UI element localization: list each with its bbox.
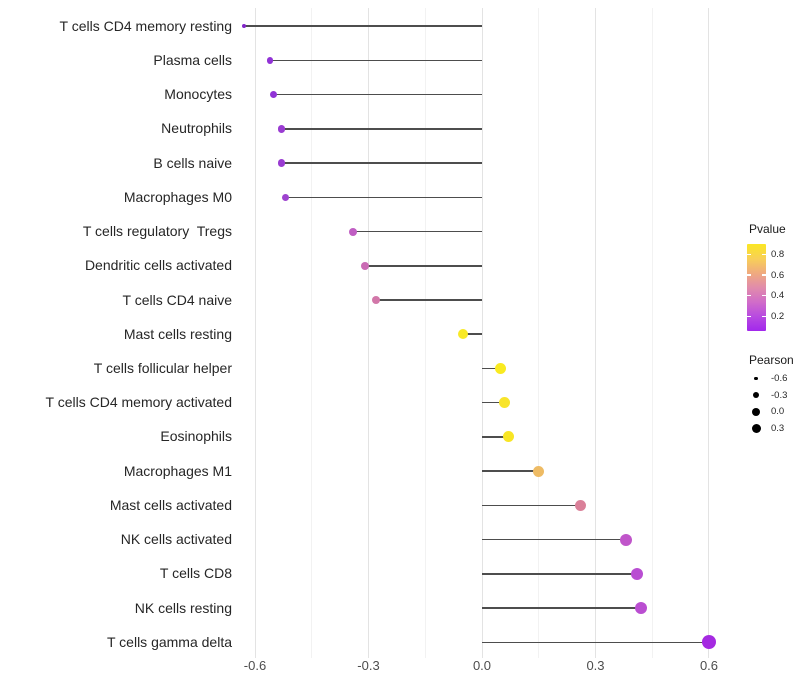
y-axis-label: B cells naive <box>153 154 232 171</box>
lollipop-dot-b-cells-naive <box>277 159 286 167</box>
lollipop-stem <box>482 436 509 438</box>
lollipop-dot-monocytes <box>270 91 278 99</box>
lollipop-stem <box>281 162 482 164</box>
colorbar-tick-mark <box>746 315 751 318</box>
y-axis-label: Plasma cells <box>153 51 232 68</box>
lollipop-stem <box>281 128 482 130</box>
gridline-major <box>481 8 483 658</box>
lollipop-stem <box>482 401 505 404</box>
legend-pearson: Pearson -0.6 -0.3 0.0 0.3 <box>746 353 800 443</box>
x-axis-tick-label: -0.3 <box>357 658 380 673</box>
lollipop-dot-eosinophils <box>502 431 514 443</box>
y-axis-label: T cells CD8 <box>159 565 232 582</box>
y-axis-label: Macrophages M0 <box>123 188 232 205</box>
legend-pearson-title: Pearson <box>749 353 794 367</box>
lollipop-dot-t-cells-cd4-memory-activated <box>499 397 511 409</box>
lollipop-stem <box>376 299 482 301</box>
pvalue-colorbar <box>746 244 766 331</box>
lollipop-stem <box>273 93 482 96</box>
x-axis-tick-label: 0.3 <box>586 658 605 673</box>
lollipop-dot-macrophages-m0 <box>281 193 290 202</box>
lollipop-dot-dendritic-cells-activated <box>360 261 369 270</box>
lollipop-dot-neutrophils <box>277 125 286 133</box>
pearson-size-dot <box>751 423 761 433</box>
gridline-minor <box>424 8 426 658</box>
y-axis-label: Mast cells activated <box>109 496 232 513</box>
lollipop-stem <box>482 538 626 541</box>
legend-pvalue-title: Pvalue <box>749 222 786 236</box>
y-axis-label: Macrophages M1 <box>123 462 232 479</box>
y-axis-label: T cells follicular helper <box>93 359 232 376</box>
gridline-minor <box>311 8 313 658</box>
lollipop-stem <box>270 59 482 62</box>
pearson-size-label: -0.3 <box>771 389 788 401</box>
colorbar-tick-mark <box>746 295 751 297</box>
y-axis-label: Dendritic cells activated <box>84 257 232 274</box>
lollipop-stem <box>463 333 482 335</box>
gridline-minor <box>651 8 653 658</box>
lollipop-dot-nk-cells-activated <box>619 533 632 546</box>
colorbar-tick-mark <box>746 253 751 256</box>
y-axis-label: T cells regulatory Tregs <box>82 223 232 240</box>
y-axis-label: Monocytes <box>164 86 232 103</box>
legend-pvalue: Pvalue 0.8 0.6 0.4 0.2 <box>746 222 800 342</box>
pearson-size-label: 0.0 <box>771 406 785 418</box>
y-axis-label: Mast cells resting <box>123 325 232 342</box>
pearson-size-dot <box>752 407 760 416</box>
lollipop-stem <box>353 230 482 233</box>
lollipop-dot-mast-cells-activated <box>574 499 587 512</box>
colorbar-tick-mark <box>761 274 766 276</box>
x-axis-tick-label: -0.6 <box>243 658 267 673</box>
y-axis-label: T cells CD4 naive <box>122 291 232 308</box>
lollipop-dot-t-cells-cd8 <box>630 567 644 581</box>
y-axis-label: Eosinophils <box>160 428 232 445</box>
pearson-size-label: 0.3 <box>771 422 785 434</box>
lollipop-dot-t-cells-cd4-naive <box>371 295 381 305</box>
y-axis-label: NK cells activated <box>120 531 232 548</box>
x-axis-tick-label: 0.0 <box>472 658 492 673</box>
lollipop-dot-t-cells-cd4-memory-resting <box>241 24 246 29</box>
colorbar-tick-label: 0.4 <box>771 290 785 302</box>
y-axis-label: T cells CD4 memory resting <box>59 17 232 34</box>
gridline-major <box>708 8 710 658</box>
lollipop-stem <box>482 573 638 575</box>
gridline-major <box>368 8 369 658</box>
lollipop-dot-nk-cells-resting <box>634 601 648 615</box>
lollipop-stem <box>482 367 501 370</box>
lollipop-dot-plasma-cells <box>266 57 274 64</box>
pearson-size-label: -0.6 <box>771 372 788 384</box>
y-axis-label: NK cells resting <box>134 599 232 616</box>
lollipop-dot-mast-cells-resting <box>457 328 469 340</box>
lollipop-stem <box>364 265 482 267</box>
gridline-minor <box>538 8 540 658</box>
lollipop-stem <box>243 25 482 27</box>
gridline-major <box>594 8 596 658</box>
lollipop-dot-t-cells-gamma-delta <box>701 635 716 650</box>
lollipop-dot-t-cells-follicular-helper <box>495 362 507 374</box>
lollipop-stem <box>482 504 581 507</box>
lollipop-dot-t-cells-regulatory-tregs <box>349 227 358 236</box>
pearson-size-dot <box>754 376 758 381</box>
y-axis-label: T cells gamma delta <box>106 633 232 650</box>
colorbar-tick-mark <box>761 295 766 297</box>
gridline-major <box>254 8 256 658</box>
lollipop-stem <box>482 641 709 643</box>
y-axis-label: T cells CD4 memory activated <box>45 394 232 411</box>
lollipop-stem <box>482 470 539 472</box>
lollipop-dot-macrophages-m1 <box>533 465 545 477</box>
lollipop-stem <box>285 196 482 199</box>
colorbar-tick-mark <box>761 253 766 256</box>
y-axis-label: Neutrophils <box>161 120 232 137</box>
pearson-size-dot <box>752 391 760 399</box>
x-axis-tick-label: 0.6 <box>699 658 719 673</box>
colorbar-tick-label: 0.6 <box>771 269 785 281</box>
lollipop-stem <box>482 607 641 609</box>
colorbar-tick-mark <box>761 315 766 318</box>
colorbar-tick-label: 0.8 <box>771 248 785 260</box>
colorbar-tick-mark <box>746 274 751 276</box>
colorbar-tick-label: 0.2 <box>771 311 785 322</box>
